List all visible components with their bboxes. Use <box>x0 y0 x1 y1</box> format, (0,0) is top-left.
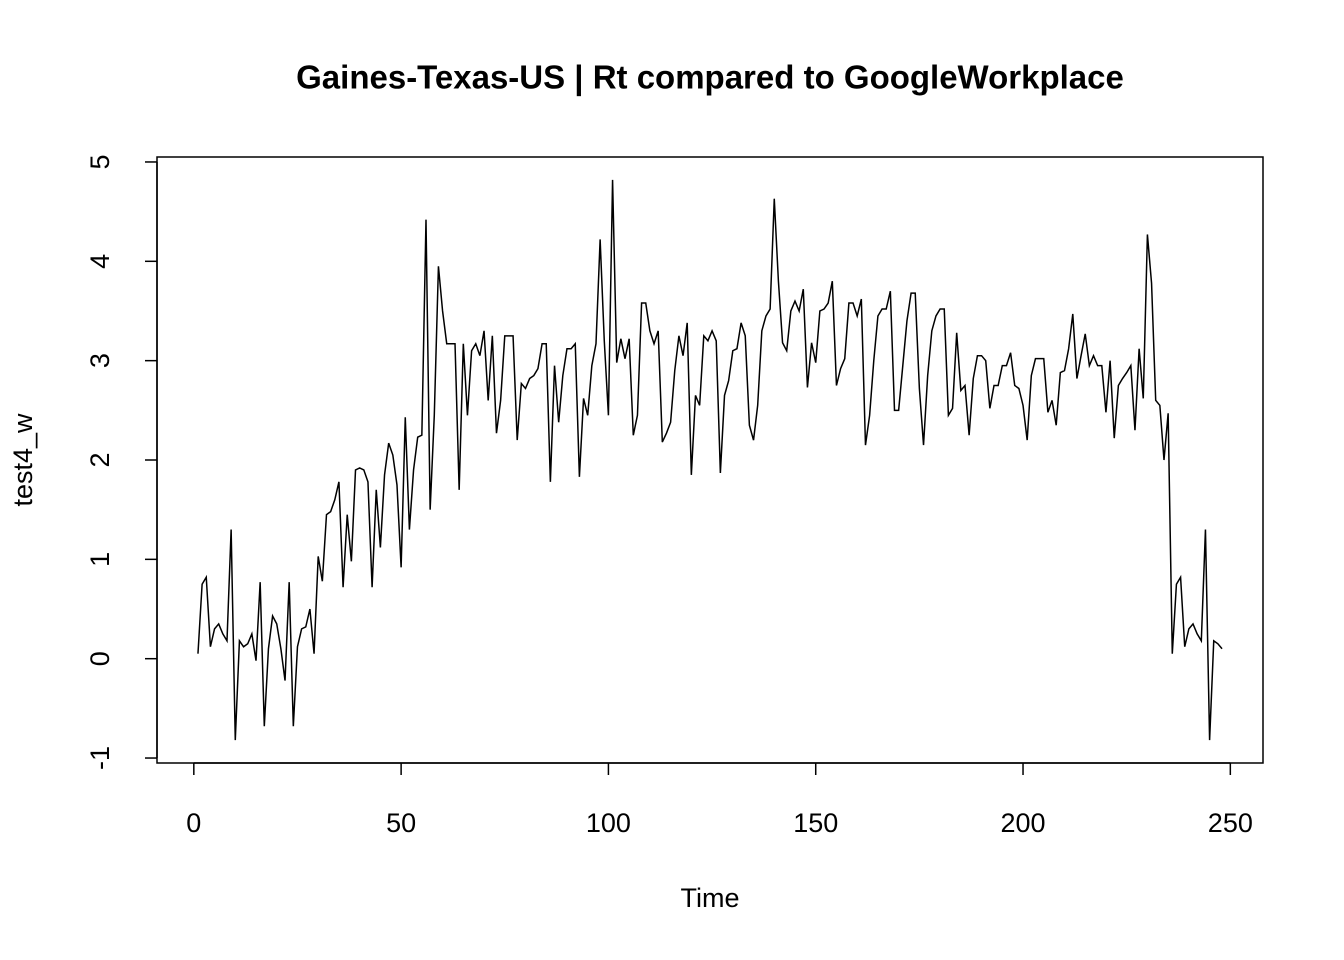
x-tick-label: 100 <box>586 808 631 838</box>
y-tick-label: -1 <box>85 746 115 770</box>
x-tick-label: 250 <box>1208 808 1253 838</box>
x-tick-label: 200 <box>1000 808 1045 838</box>
plot-box <box>156 156 1264 764</box>
y-tick-label: 1 <box>85 552 115 567</box>
x-tick-label: 50 <box>386 808 416 838</box>
series-line <box>197 179 1223 741</box>
y-tick-label: 2 <box>85 452 115 467</box>
y-tick-label: 5 <box>85 154 115 169</box>
x-tick-label: 0 <box>186 808 201 838</box>
x-tick-label: 150 <box>793 808 838 838</box>
x-axis-label: Time <box>681 883 740 913</box>
chart-title: Gaines-Texas-US | Rt compared to GoogleW… <box>296 59 1124 96</box>
y-tick-label: 0 <box>85 651 115 666</box>
y-axis-label: test4_w <box>8 413 38 507</box>
y-tick-label: 3 <box>85 353 115 368</box>
y-tick-label: 4 <box>85 254 115 269</box>
